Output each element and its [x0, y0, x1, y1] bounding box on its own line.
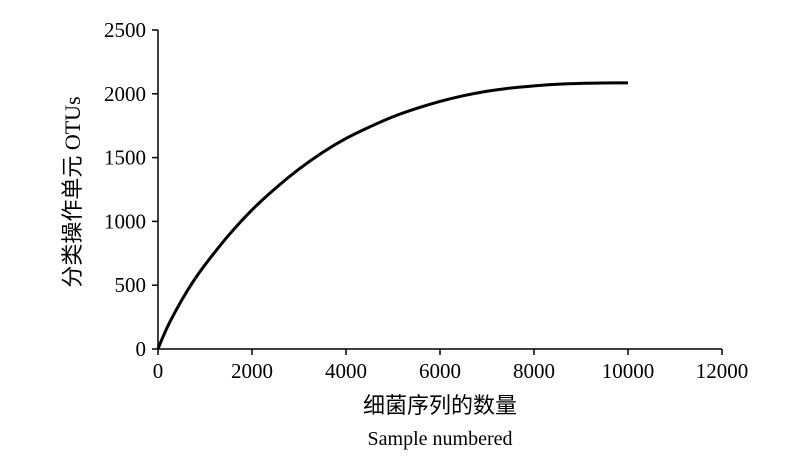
- y-tick-label: 0: [136, 337, 147, 361]
- x-tick-label: 2000: [231, 359, 273, 383]
- axes: [157, 30, 722, 350]
- y-axis-title: 分类操作单元 OTUs: [60, 96, 85, 287]
- x-ticks: 0 2000 4000 6000 8000 10000 12000: [153, 349, 749, 383]
- y-tick-label: 500: [115, 273, 147, 297]
- y-tick-label: 1000: [104, 209, 146, 233]
- x-tick-label: 8000: [513, 359, 555, 383]
- y-ticks: 0 500 1000 1500 2000 2500: [104, 18, 158, 361]
- x-tick-label: 4000: [325, 359, 367, 383]
- series-line-0: [156, 81, 629, 350]
- x-tick-label: 0: [153, 359, 164, 383]
- x-tick-label: 6000: [419, 359, 461, 383]
- series-layer: [156, 81, 629, 350]
- y-tick-label: 1500: [104, 146, 146, 170]
- y-tick-label: 2500: [104, 18, 146, 42]
- x-tick-label: 12000: [696, 359, 749, 383]
- x-axis-subtitle: Sample numbered: [368, 428, 513, 450]
- x-axis-title: 细菌序列的数量: [363, 393, 517, 418]
- x-tick-label: 10000: [602, 359, 655, 383]
- y-tick-label: 2000: [104, 82, 146, 106]
